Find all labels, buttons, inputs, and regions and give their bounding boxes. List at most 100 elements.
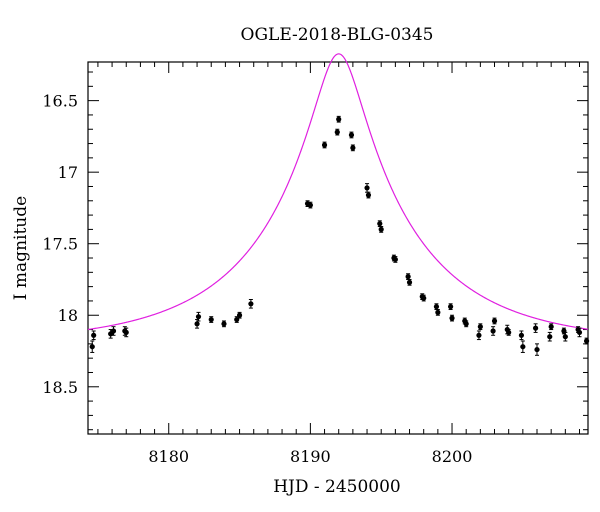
y-tick-label: 16.5 [42,92,78,111]
data-point [307,201,313,209]
point-marker [476,332,482,338]
data-point [378,226,384,233]
point-marker [194,321,200,327]
point-marker [392,256,398,263]
data-point [365,191,372,199]
data-point [490,326,496,336]
point-marker [321,142,328,148]
x-tick-label: 8180 [148,447,189,466]
point-marker [307,202,313,208]
point-marker [334,129,340,135]
data-point [548,323,554,331]
point-marker [547,334,553,340]
y-tick-label: 18 [58,306,78,325]
data-point [110,326,117,336]
data-point [576,327,583,338]
data-point [583,337,590,345]
data-point [364,183,370,193]
y-axis-label: I magnitude [11,196,31,300]
point-marker [506,329,512,336]
point-marker [435,309,441,315]
point-marker [583,338,590,344]
y-tick-label: 18.5 [42,378,78,397]
y-tick-label: 17.5 [42,235,78,254]
data-point [123,327,129,338]
data-point [208,316,214,323]
point-marker [405,274,411,280]
point-marker [365,192,372,198]
point-marker [123,329,129,336]
data-point [435,309,441,316]
point-marker [421,295,427,301]
x-tick-label: 8200 [432,447,473,466]
y-axis-tick-labels: 16.5 17 17.5 18 18.5 [42,92,78,397]
data-point [248,299,254,309]
data-point [433,303,440,311]
point-marker [490,328,496,334]
point-marker [548,324,554,330]
data-point [421,294,427,302]
data-point [491,317,498,325]
data-point [532,323,539,333]
point-marker [336,116,342,122]
data-points [89,115,590,356]
data-point [518,330,525,341]
model-curve [87,53,589,331]
data-point [236,311,243,319]
point-marker [433,304,440,310]
point-marker [364,185,370,191]
point-marker [236,312,243,318]
data-point [194,319,200,329]
y-tick-label: 17 [58,163,78,182]
point-marker [89,344,95,350]
point-marker [520,344,526,350]
point-marker [562,334,568,340]
data-point [195,311,202,322]
point-marker [518,332,525,338]
point-marker [248,301,254,307]
point-marker [110,328,117,334]
data-point [321,141,328,149]
point-marker [208,316,214,323]
data-point [448,303,454,311]
point-marker [378,226,384,232]
data-point [91,330,97,341]
data-point [562,331,568,342]
data-point [449,314,455,322]
point-marker [449,315,455,321]
data-point [506,329,512,336]
data-point [377,220,383,228]
chart-title: OGLE-2018-BLG-0345 [241,25,434,45]
data-point [221,320,227,328]
data-point [406,278,413,286]
x-tick-label: 8190 [290,447,331,466]
data-point [477,323,483,331]
point-marker [463,321,469,327]
point-marker [91,332,97,338]
point-marker [350,145,356,151]
data-point [392,256,398,263]
x-axis-label: HJD - 2450000 [273,477,401,497]
x-axis-tick-labels: 8180 8190 8200 [148,447,472,466]
x-axis-ticks [97,62,581,434]
point-marker [348,132,355,138]
point-marker [448,304,454,310]
point-marker [406,279,413,285]
point-marker [195,314,202,320]
point-marker [377,221,383,227]
data-point [334,128,340,136]
point-marker [576,329,583,336]
data-point [348,131,355,139]
data-point [350,144,356,152]
data-point [89,340,95,353]
point-marker [491,318,498,324]
point-marker [534,346,540,353]
point-marker [221,321,227,327]
y-axis-ticks [88,71,588,431]
data-point [336,115,342,123]
data-point [476,330,482,341]
data-point [463,320,469,328]
point-marker [477,324,483,330]
data-point [534,343,540,356]
